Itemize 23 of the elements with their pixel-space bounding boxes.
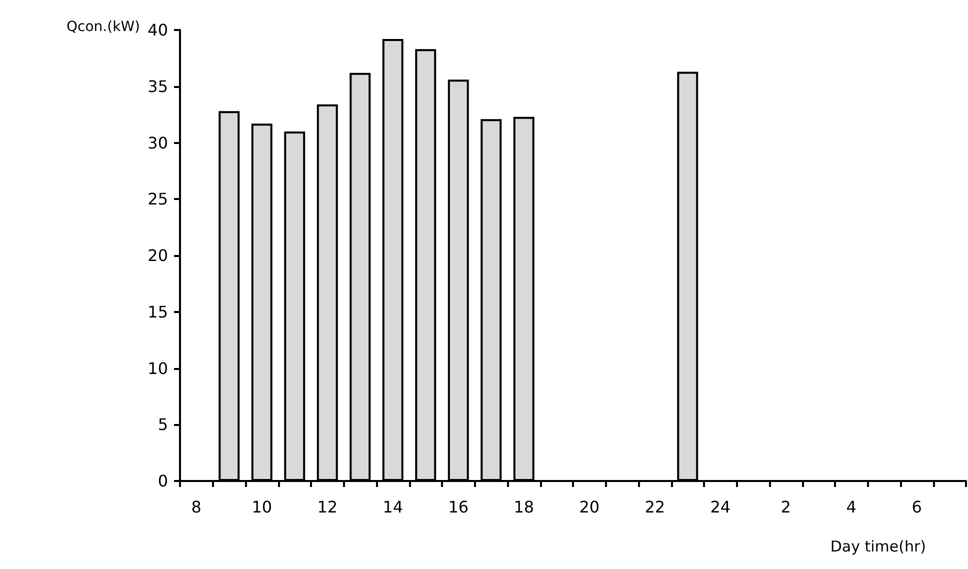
y-tick-label: 5 <box>158 415 168 434</box>
y-axis-title: Qcon.(kW) <box>66 19 140 35</box>
y-tick-label: 30 <box>148 133 168 152</box>
y-tick-label: 20 <box>148 246 168 265</box>
y-tick-label: 35 <box>148 76 168 96</box>
y-tick-label: 25 <box>148 190 168 209</box>
x-tick-label: 24 <box>710 498 731 516</box>
x-tick-label: 20 <box>579 498 600 516</box>
y-tick-label: 10 <box>148 358 168 378</box>
y-tick-label: 40 <box>148 20 168 40</box>
x-tick-label: 16 <box>448 498 469 516</box>
x-tick-label: 2 <box>780 498 791 516</box>
x-tick-label: 6 <box>912 498 922 516</box>
x-tick-label: 4 <box>846 498 856 516</box>
x-axis-title: Day time(hr) <box>830 538 926 556</box>
y-tick-label: 15 <box>148 302 168 322</box>
x-tick-label: 12 <box>317 498 338 516</box>
x-tick-label: 14 <box>382 498 404 516</box>
y-tick-label: 0 <box>158 472 168 490</box>
x-tick-label: 22 <box>644 498 666 516</box>
x-tick-label: 8 <box>191 498 202 516</box>
x-tick-label: 10 <box>252 498 272 516</box>
x-tick-label: 18 <box>514 498 534 516</box>
